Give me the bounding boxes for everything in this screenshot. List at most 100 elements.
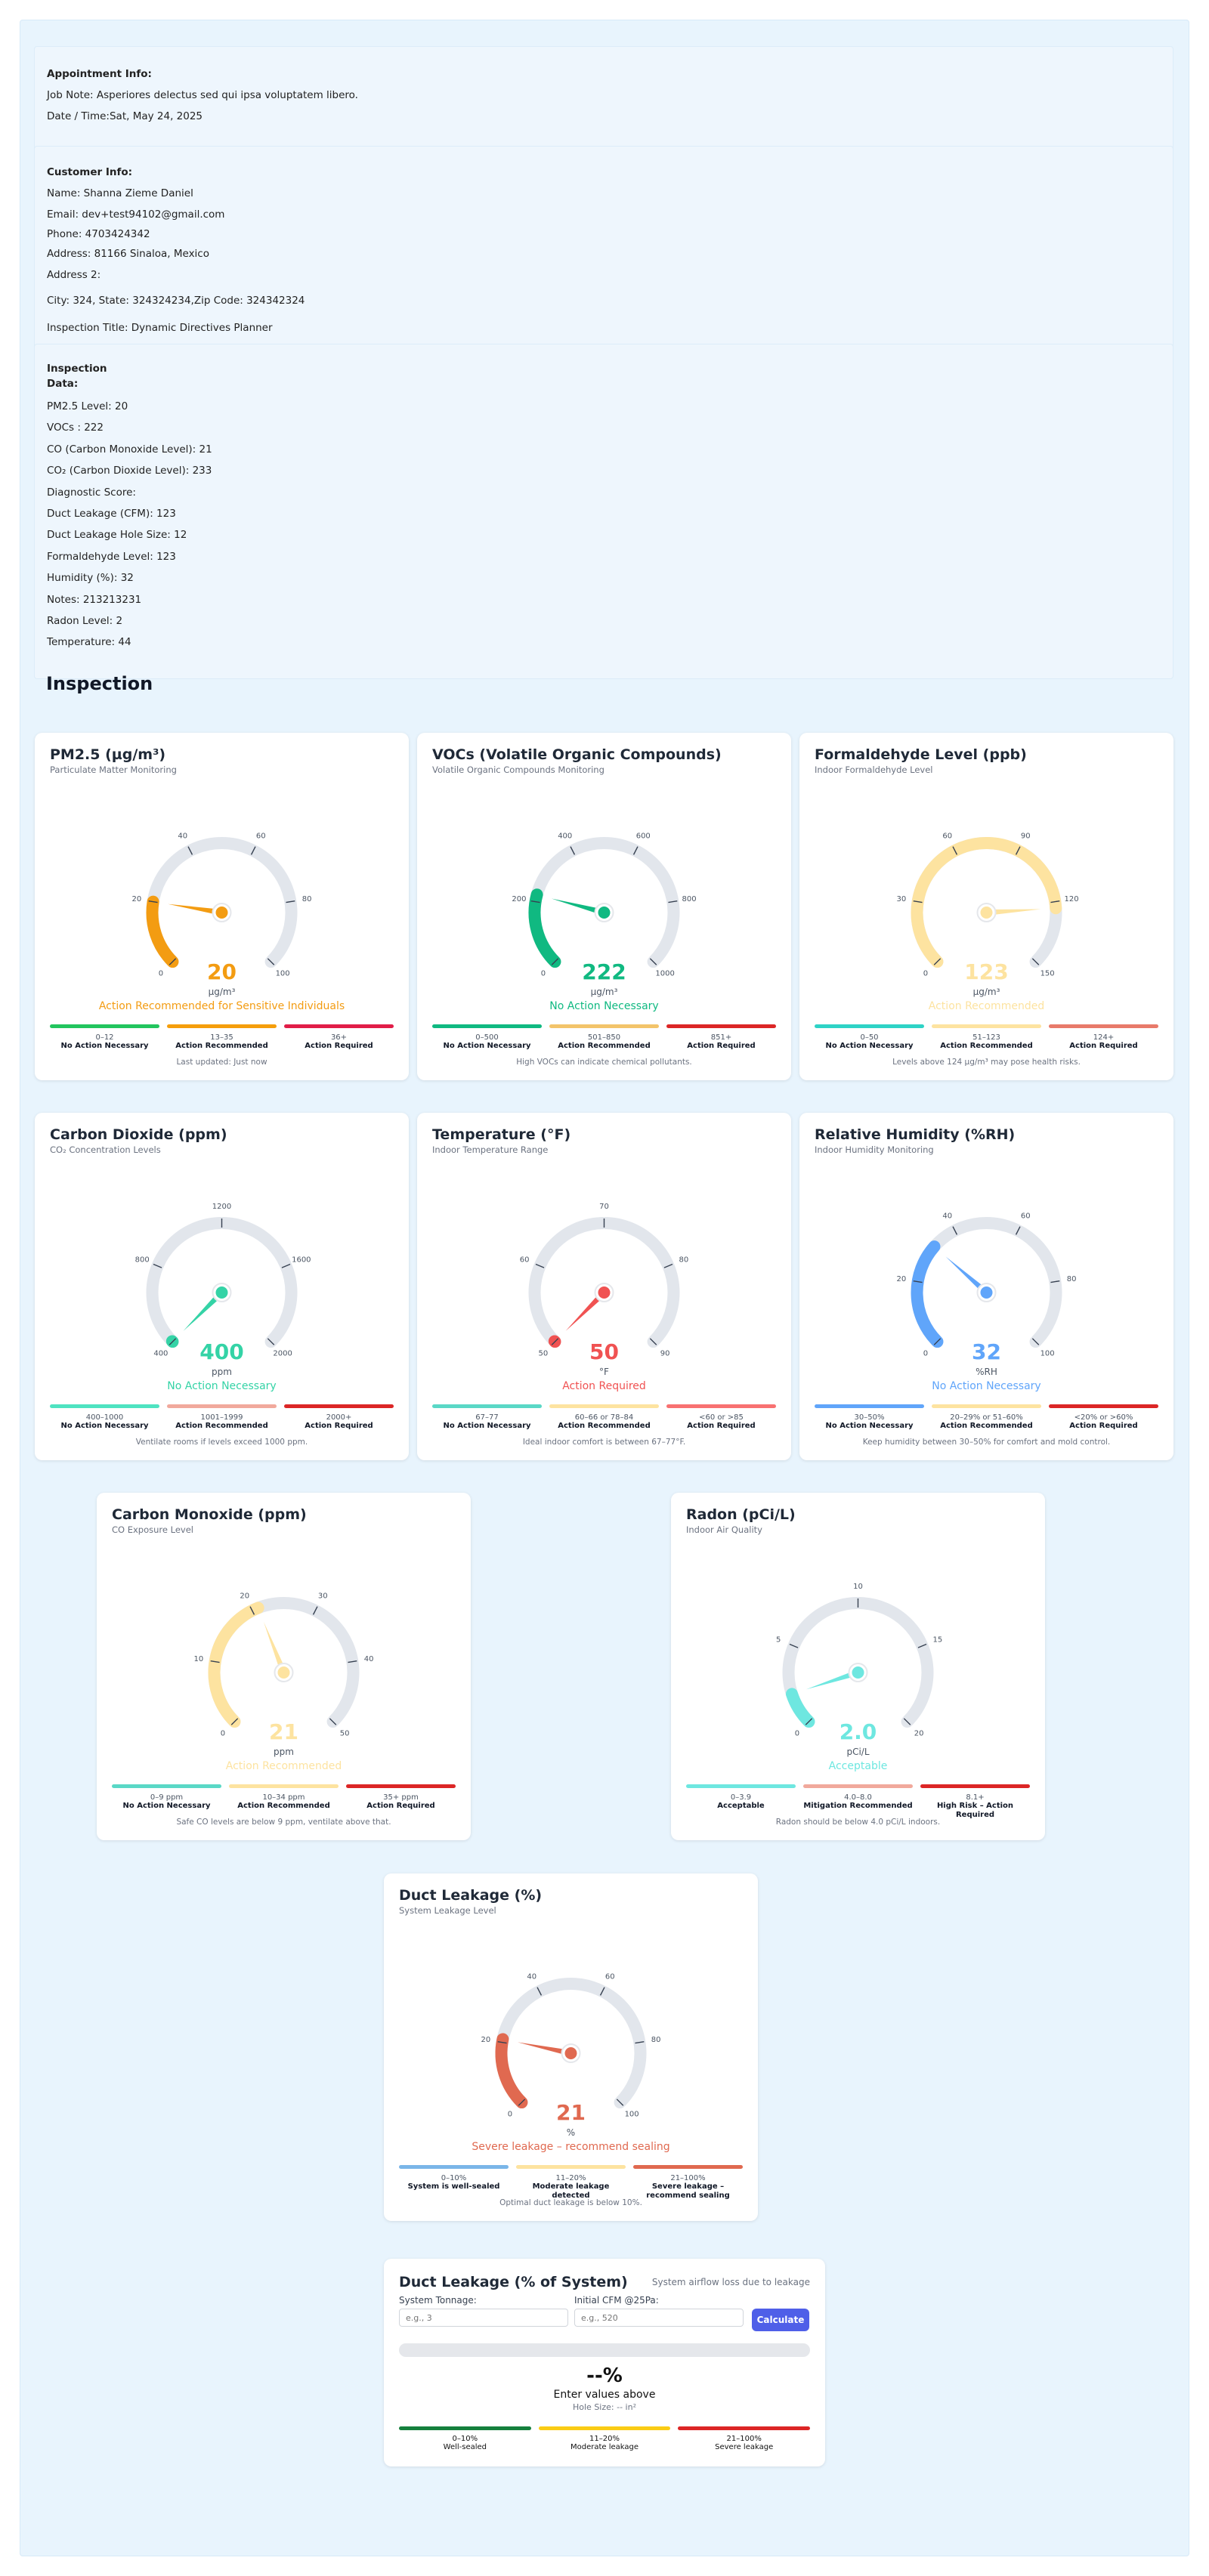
customer-city: City: 324, State: 324324234,Zip Code: 32… xyxy=(47,295,305,307)
gauge-tick-label: 5 xyxy=(776,1635,781,1644)
calc-legend-range: 0–10% xyxy=(452,2435,478,2443)
legend-label: Action Recommended xyxy=(558,1042,651,1050)
gauge-subtitle: Indoor Humidity Monitoring xyxy=(815,1144,934,1155)
gauge-note: Ideal indoor comfort is between 67–77°F. xyxy=(522,1438,686,1447)
gauge-status: No Action Necessary xyxy=(932,1380,1041,1392)
gauge-tick xyxy=(789,1643,799,1648)
legend-label: No Action Necessary xyxy=(60,1042,149,1050)
gauge-subtitle: CO₂ Concentration Levels xyxy=(50,1144,161,1155)
inspection-data-line: Temperature: 44 xyxy=(47,636,131,649)
legend-range: 13–35 xyxy=(210,1033,233,1042)
legend-item: 2000+ Action Required xyxy=(284,1404,394,1431)
gauge-tick xyxy=(169,958,177,965)
gauge-subtitle: Volatile Organic Compounds Monitoring xyxy=(432,764,604,775)
gauge-needle xyxy=(806,1669,859,1690)
gauge-legend: 67–77 No Action Necessary 60–66 or 78–84 Ac… xyxy=(432,1404,776,1431)
gauge-status: Action Recommended xyxy=(225,1760,342,1772)
gauge-tick xyxy=(917,1643,927,1648)
legend-bar xyxy=(346,1784,456,1788)
gauge-dial: 0 10 20 30 40 50 xyxy=(194,1592,374,1738)
gauge-status: Action Required xyxy=(562,1380,646,1392)
gauge-tick-label: 0 xyxy=(159,970,163,978)
legend-range: <20% or >60% xyxy=(1074,1413,1133,1422)
gauge-tick-label: 800 xyxy=(135,1256,150,1264)
gauge-title: VOCs (Volatile Organic Compounds) xyxy=(432,746,722,763)
gauge-tick xyxy=(348,1660,357,1663)
legend-label: Action Recommended xyxy=(237,1802,330,1810)
gauge-tick xyxy=(249,1606,255,1615)
gauge-tick-label: 60 xyxy=(605,1972,615,1981)
legend-item: 51–123 Action Recommended xyxy=(932,1024,1041,1051)
gauge-fill xyxy=(146,895,179,968)
legend-label: No Action Necessary xyxy=(122,1802,211,1810)
legend-label: Action Required xyxy=(305,1422,373,1430)
gauge-hub-center xyxy=(215,1286,228,1299)
gauge-card-co: Carbon Monoxide (ppm) CO Exposure Level 0 1… xyxy=(97,1493,471,1840)
gauge-hub-center xyxy=(215,907,228,919)
legend-item: 0–500 No Action Necessary xyxy=(432,1024,542,1051)
gauge-tick-label: 1200 xyxy=(212,1203,231,1211)
gauge-tick-label: 600 xyxy=(636,832,651,840)
legend-label: Action Required xyxy=(687,1422,756,1430)
gauge-card-temperature: Temperature (°F) Indoor Temperature Range… xyxy=(417,1113,791,1460)
gauge-tick xyxy=(616,2099,624,2106)
gauge-value: 32 xyxy=(972,1339,1001,1364)
duct-leakage-calculator: Duct Leakage (% of System) System airflo… xyxy=(384,2259,825,2466)
gauge-hub-center xyxy=(980,1286,993,1299)
gauge-tick-label: 0 xyxy=(221,1730,225,1738)
gauge-track xyxy=(146,1217,298,1348)
gauge-legend: 0–12 No Action Necessary 13–35 Action Recom… xyxy=(50,1024,394,1051)
gauge-tick xyxy=(649,1338,657,1345)
gauge-title: Relative Humidity (%RH) xyxy=(815,1126,1016,1143)
gauge-track xyxy=(528,1217,680,1348)
legend-label: Action Required xyxy=(687,1042,756,1050)
legend-item: 501–850 Action Recommended xyxy=(549,1024,659,1051)
gauge-tick-label: 1600 xyxy=(292,1256,311,1264)
cfm-input[interactable] xyxy=(574,2309,744,2327)
gauge-value: 222 xyxy=(582,959,626,984)
gauge-dial: 0 200 400 600 800 1000 xyxy=(512,832,696,978)
gauge-tick-label: 40 xyxy=(364,1655,374,1663)
gauge-tick xyxy=(210,1660,220,1663)
gauge-tick xyxy=(952,1226,958,1235)
gauge-legend: 0–3.9 Acceptable 4.0–8.0 Mitigation Recomme… xyxy=(686,1784,1030,1820)
gauge-tick xyxy=(250,846,256,855)
legend-bar xyxy=(284,1404,394,1408)
gauge-tick xyxy=(312,1606,318,1615)
gauge-tick-label: 60 xyxy=(942,832,952,840)
legend-item: 1001–1999 Action Recommended xyxy=(167,1404,277,1431)
gauge-tick xyxy=(1015,1226,1021,1235)
legend-range: 30–50% xyxy=(854,1413,885,1422)
legend-label: No Action Necessary xyxy=(60,1422,149,1430)
legend-item: 851+ Action Required xyxy=(666,1024,776,1051)
legend-range: <60 or >85 xyxy=(699,1413,744,1422)
legend-item: 60–66 or 78–84 Action Recommended xyxy=(549,1404,659,1431)
gauge-dial: 0 20 40 60 80 100 xyxy=(132,832,312,978)
inspection-data-line: Humidity (%): 32 xyxy=(47,572,134,585)
legend-item: 21–100% Severe leakage – recommend sealin… xyxy=(633,2165,743,2201)
legend-item: 0–50 No Action Necessary xyxy=(815,1024,924,1051)
gauge-unit: µg/m³ xyxy=(590,987,618,997)
inspection-data-line: Formaldehyde Level: 123 xyxy=(47,550,176,563)
gauge-tick xyxy=(632,846,639,855)
gauge-unit: % xyxy=(566,2127,576,2138)
legend-label: No Action Necessary xyxy=(825,1422,914,1430)
gauge-legend: 0–10% System is well-sealed 11–20% Moderate… xyxy=(399,2165,743,2201)
calculate-button[interactable]: Calculate xyxy=(752,2309,809,2331)
gauge-tick-label: 20 xyxy=(240,1592,249,1600)
gauge-tick-label: 100 xyxy=(625,2111,639,2119)
tonnage-input[interactable] xyxy=(399,2309,568,2327)
legend-item: 0–10% System is well-sealed xyxy=(399,2165,509,2201)
legend-item: 0–9 ppm No Action Necessary xyxy=(112,1784,221,1811)
gauge-hub-center xyxy=(598,907,611,919)
legend-item: <20% or >60% Action Required xyxy=(1049,1404,1158,1431)
gauge-fill xyxy=(911,837,1062,968)
legend-bar xyxy=(549,1024,659,1028)
legend-bar xyxy=(549,1404,659,1408)
calc-legend-bar xyxy=(399,2426,531,2430)
gauge-tick-label: 200 xyxy=(512,895,526,903)
gauge-unit: µg/m³ xyxy=(972,987,1000,997)
gauge-note: Keep humidity between 30–50% for comfort… xyxy=(862,1438,1111,1447)
legend-range: 851+ xyxy=(710,1033,732,1042)
legend-range: 67–77 xyxy=(475,1413,499,1422)
